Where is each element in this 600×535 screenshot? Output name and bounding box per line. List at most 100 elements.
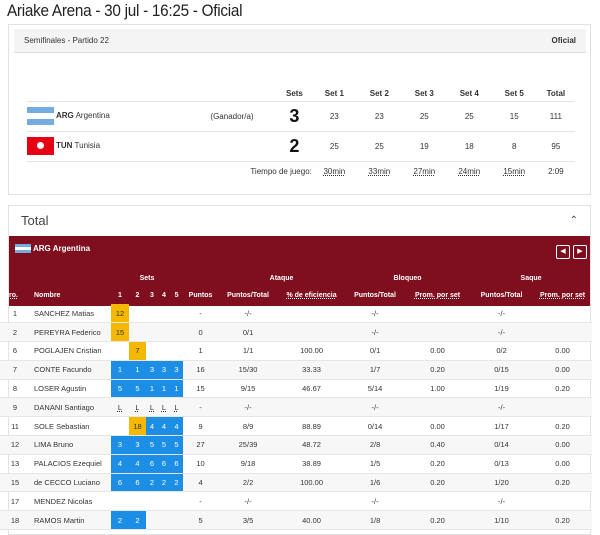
team-name: Argentina [75,111,110,121]
saque-puntos-total: 1/10 [470,510,534,531]
bloqueo-puntos-total: 1/5 [345,454,406,474]
ataque-puntos-total: 9/15 [218,379,279,399]
stats-section-header[interactable]: Total ⌃ [9,206,590,236]
bloqueo-puntos-total: -/- [345,322,406,343]
header-set-num: 3 [150,292,154,299]
winner-note: (Ganador/a) [187,101,277,132]
table-row: 6 POGLAJEN Cristian 7 1 1/1 100.00 0/1 0.00 0/2 0… [0,341,593,361]
set-position: 2 [158,473,170,493]
header-set-num: 1 [118,292,122,299]
set-position: 1 [146,379,158,399]
ataque-eficiencia [278,304,346,324]
header-nro[interactable]: Nro. [4,292,18,299]
scroll-right-button[interactable]: ▶ [573,245,587,259]
team-label: ARG Argentina [15,244,90,254]
player-name: de CECCO Luciano [30,473,111,493]
set-position [111,341,129,361]
player-number: 12 [0,435,30,455]
set-position: L [170,397,184,418]
ataque-puntos-total: -/- [218,397,279,418]
header-sets: Sets [277,87,312,102]
saque-promedio: 0.00 [533,435,593,455]
time-label: Tiempo de juego: [250,166,312,176]
saque-promedio: 0.20 [533,416,593,437]
header-nombre: Nombre [34,292,61,299]
bloqueo-puntos-total: 2/8 [345,435,406,455]
bloqueo-promedio: 0.20 [405,360,471,380]
set-score: 25 [401,101,447,132]
player-name: DANANI Santiago [30,397,111,418]
player-name: SOLE Sebastian [30,416,111,437]
sets-won: 2 [277,131,312,162]
header-srv-prom[interactable]: Prom. por set [539,292,586,299]
set-position: 3 [146,360,158,380]
team-band: ARG Argentina ◀ ▶ [9,236,590,306]
set-position: 1 [129,360,146,380]
ataque-puntos-total: -/- [218,491,279,512]
ataque-puntos-total: 1/1 [218,341,279,361]
player-number: 6 [0,341,30,361]
bloqueo-promedio: 0.00 [405,341,471,361]
set-score: 18 [446,131,492,162]
header-puntos: Puntos [188,292,213,299]
chevron-up-icon[interactable]: ⌃ [569,215,578,226]
time-row: Tiempo de juego: 30min 33min 27min 24min… [27,161,575,181]
set-position: 5 [111,379,129,399]
team-row: ARG Argentina (Ganador/a) 3 23 23 25 25 … [27,101,575,132]
table-row: 1 SANCHEZ Matias 12- -/- -/- -/- [0,304,593,324]
table-row: 12 LIMA Bruno 3 3 5 5 5 27 25/39 48.72 2/8 0.40 0/14… [0,435,593,455]
set-position: 4 [146,416,158,437]
set-position [158,510,170,531]
total-score: 95 [536,131,575,162]
saque-promedio: 0.00 [533,454,593,474]
header-blk-prom[interactable]: Prom. por set [414,292,461,299]
table-row: 13 PALACIOS Ezequiel 4 4 6 6 6 10 9/18 38.89 1/5 0.… [0,454,593,474]
set-position: L [129,397,146,418]
puntos: 10 [183,454,219,474]
table-row: 2 PEREYRA Federico 15 0 0/1 -/- -/- [0,322,593,343]
player-number: 15 [0,473,30,493]
set-position [129,491,146,512]
scroll-left-button[interactable]: ◀ [556,245,570,259]
sets-won: 3 [277,101,312,132]
set-position: 15 [111,322,129,343]
match-summary-card: Semifinales - Partido 22 Oficial Sets Se… [8,24,591,195]
bloqueo-puntos-total: 0/14 [345,416,406,437]
set-position: L [146,397,158,418]
player-name: LOSER Agustin [30,379,111,399]
set-position [170,304,184,324]
bloqueo-promedio: 0.20 [405,473,471,493]
saque-puntos-total: -/- [470,397,534,418]
set-position [170,491,184,512]
saque-puntos-total: -/- [470,322,534,343]
player-name: PEREYRA Federico [30,322,111,343]
saque-puntos-total: 1/17 [470,416,534,437]
ataque-eficiencia [278,491,346,512]
puntos: - [183,491,219,512]
table-row: 9 DANANI Santiago L L L L L - -/- -/- -/- [0,397,593,418]
set-position [170,510,184,531]
set-position [129,322,146,343]
header-atk-eff[interactable]: % de eficiencia [286,292,337,299]
player-stats-table: Sets Ataque Bloqueo Saque Nro. Nombre 1 … [0,270,593,531]
bloqueo-puntos-total: -/- [345,491,406,512]
set-position: 7 [129,341,146,361]
set-score: 23 [356,101,402,132]
set-position: 6 [129,473,146,493]
bloqueo-promedio [405,491,471,512]
header-set2: Set 2 [356,87,402,102]
player-number: 2 [0,322,30,343]
set-position: 18 [129,416,146,437]
ataque-puntos-total: -/- [218,304,279,324]
table-row: 7 CONTE Facundo 1 1 3 3 3 16 15/30 33.33 1/7 0.20 0/… [0,360,593,380]
set-position: 6 [170,454,184,474]
ataque-puntos-total: 2/2 [218,473,279,493]
set-position [111,491,129,512]
player-number: 18 [0,510,30,531]
puntos: 4 [183,473,219,493]
set-time: 27min [413,166,436,176]
set-position [111,416,129,437]
ataque-eficiencia [278,322,346,343]
header-saque: Saque [520,275,542,282]
player-number: 11 [0,416,30,437]
